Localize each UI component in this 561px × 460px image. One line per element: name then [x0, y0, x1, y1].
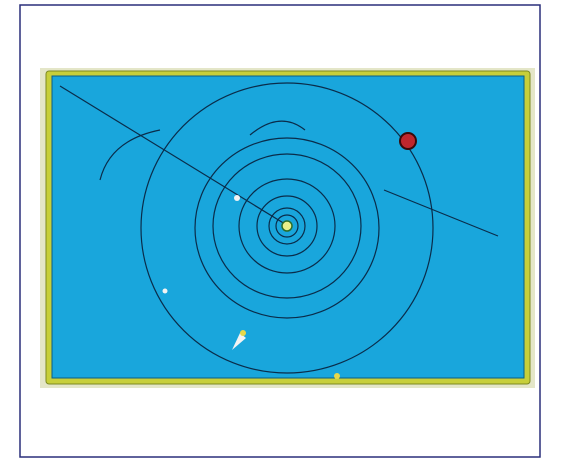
- marker: [163, 289, 168, 294]
- sun: [282, 221, 292, 231]
- comet-head: [240, 330, 246, 336]
- marker: [234, 195, 240, 201]
- page: [0, 0, 561, 460]
- photo: [0, 0, 561, 460]
- marker: [334, 373, 340, 379]
- planet: [400, 133, 416, 149]
